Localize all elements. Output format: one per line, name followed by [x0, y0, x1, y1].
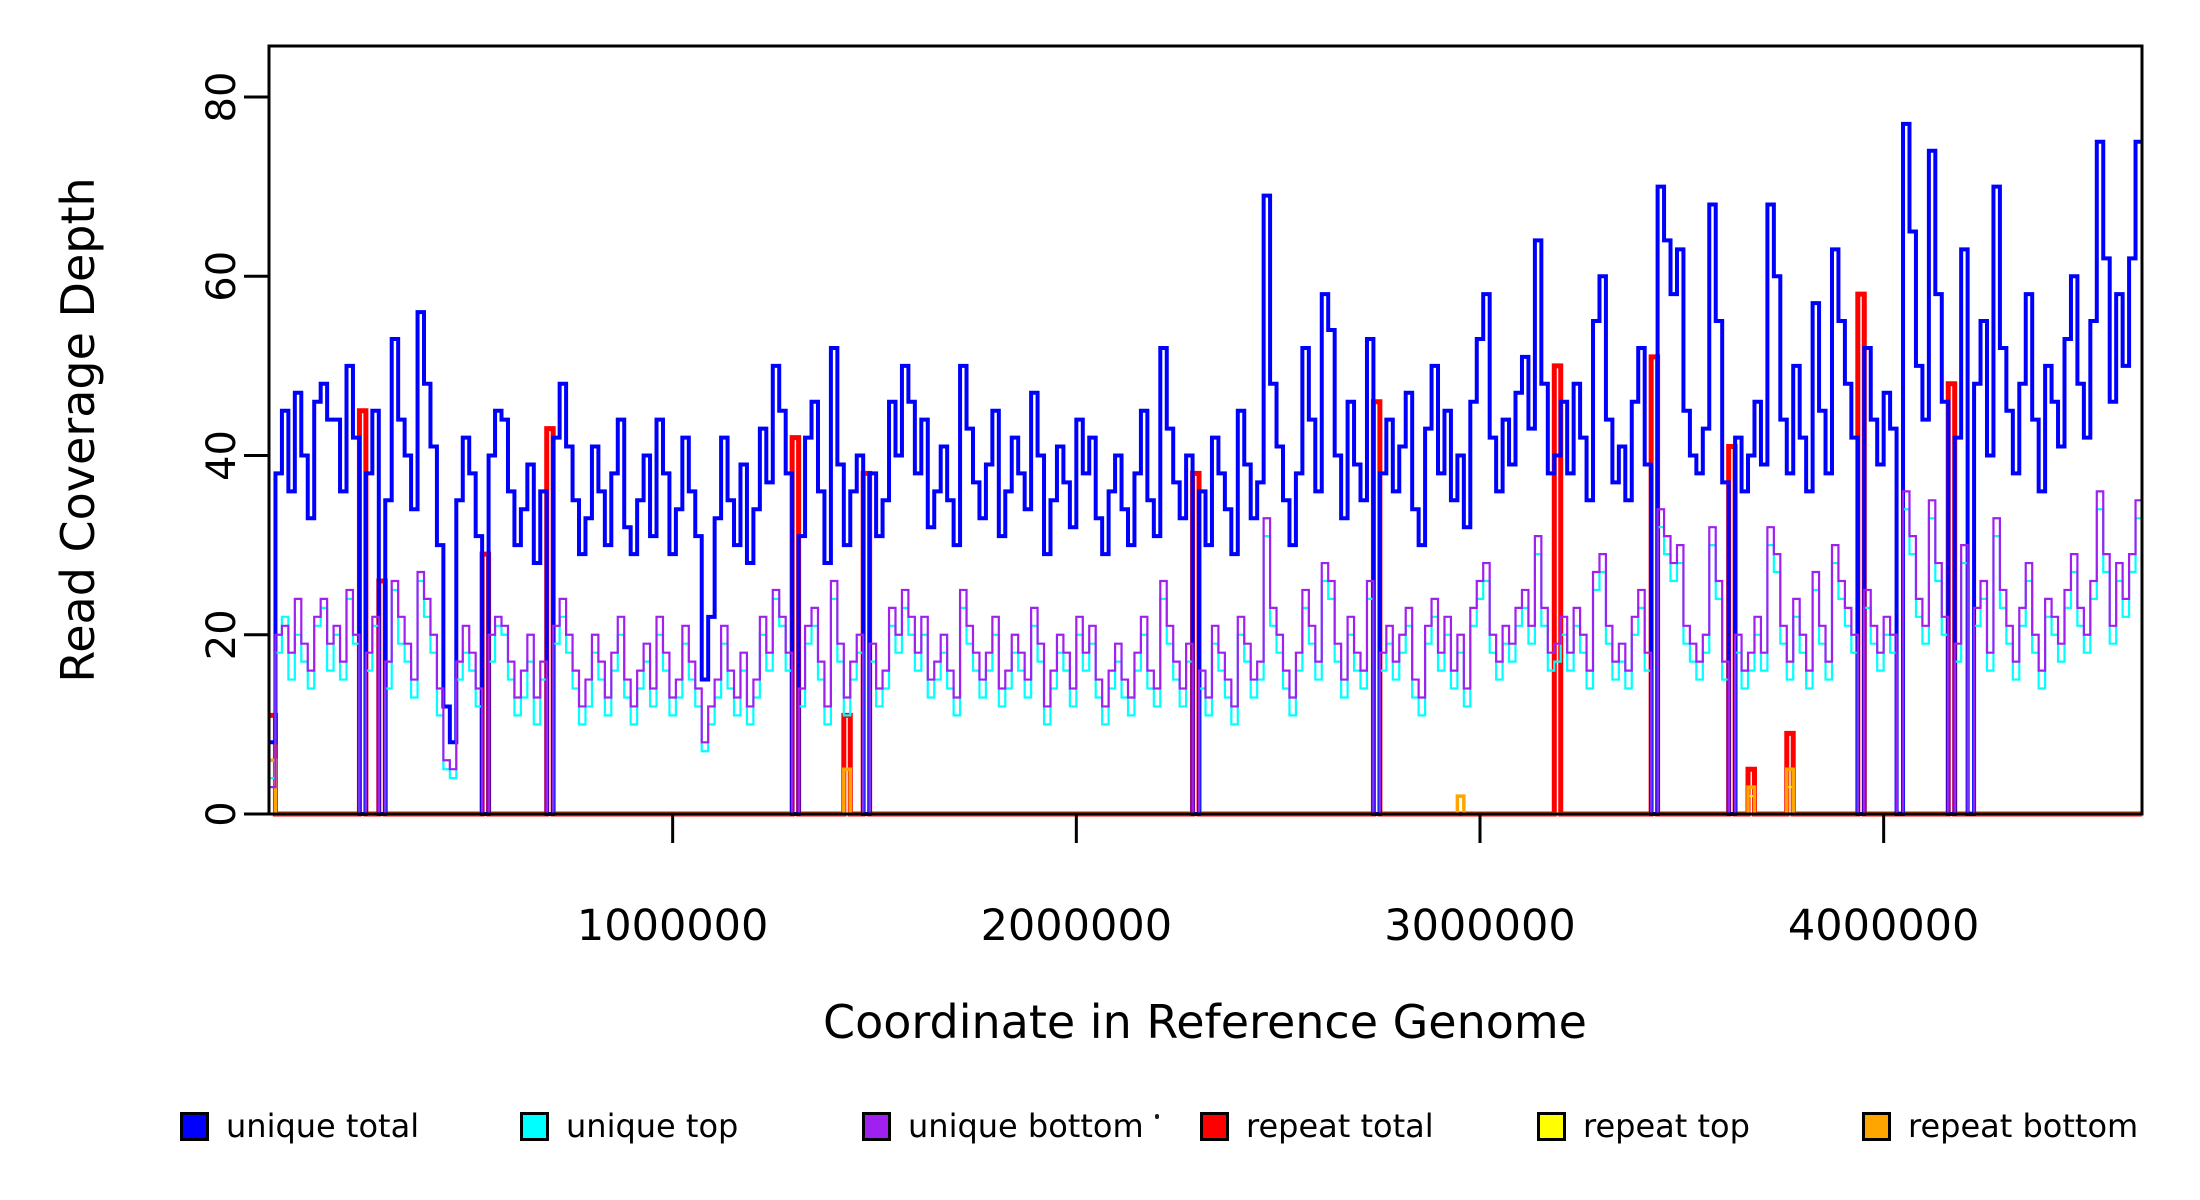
- legend-item-repeat-top: repeat top: [1537, 1104, 1750, 1148]
- repeat-total-swatch-icon: [1200, 1111, 1229, 1141]
- y-tick-label: 0: [199, 801, 245, 826]
- series-unique-top: [269, 508, 2142, 816]
- legend-label: repeat top: [1583, 1107, 1750, 1145]
- legend-item-unique-top: unique top: [520, 1104, 738, 1148]
- legend-item-repeat-total: repeat total: [1200, 1104, 1434, 1148]
- y-tick-label: 40: [199, 430, 245, 481]
- repeat-bottom-swatch-icon: [1862, 1111, 1891, 1141]
- legend-label: unique top: [566, 1107, 739, 1145]
- y-tick-label: 60: [199, 251, 245, 302]
- series-repeat-total: [269, 291, 2142, 817]
- x-axis-title: Coordinate in Reference Genome: [823, 995, 1587, 1049]
- legend-label: unique total: [226, 1107, 420, 1145]
- legend-item-unique-total: unique total: [180, 1104, 419, 1148]
- legend-item-unique-bottom: unique bottom: [862, 1104, 1144, 1148]
- series-repeat-top: [269, 786, 2142, 815]
- repeat-top-swatch-icon: [1537, 1111, 1566, 1141]
- legend-label: repeat bottom: [1908, 1107, 2139, 1145]
- plot-box: [267, 44, 2144, 816]
- legend-label: unique bottom: [908, 1107, 1144, 1145]
- legend-item-repeat-bottom: repeat bottom: [1862, 1104, 2138, 1148]
- x-tick-label: 1000000: [577, 901, 769, 951]
- series-unique-total: [269, 121, 2142, 816]
- x-tick-label: 4000000: [1788, 901, 1980, 951]
- unique-total-swatch-icon: [180, 1111, 209, 1141]
- y-axis-title: Read Coverage Depth: [51, 177, 105, 683]
- x-tick-label: 3000000: [1384, 901, 1576, 951]
- stray-mark: [1155, 1114, 1159, 1119]
- y-tick-label: 20: [199, 609, 245, 660]
- series-repeat-bottom: [269, 758, 2142, 816]
- unique-top-swatch-icon: [520, 1111, 549, 1141]
- series-unique-bottom: [269, 490, 2142, 816]
- x-tick-label: 2000000: [981, 901, 1173, 951]
- y-tick-label: 80: [199, 72, 245, 123]
- legend-label: repeat total: [1246, 1107, 1434, 1145]
- unique-bottom-swatch-icon: [862, 1111, 891, 1141]
